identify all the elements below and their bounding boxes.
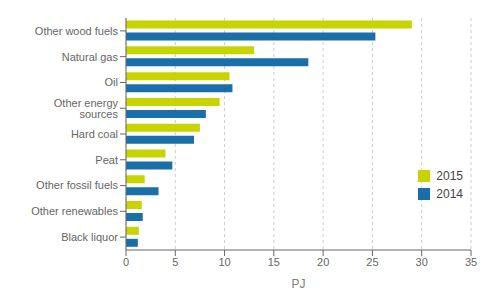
svg-text:PJ: PJ	[291, 277, 305, 291]
svg-text:35: 35	[465, 256, 477, 268]
svg-text:10: 10	[218, 256, 230, 268]
svg-text:15: 15	[268, 256, 280, 268]
svg-text:Other wood fuels: Other wood fuels	[35, 25, 119, 37]
svg-text:Peat: Peat	[95, 154, 118, 166]
svg-text:Natural gas: Natural gas	[62, 51, 119, 63]
svg-text:0: 0	[123, 256, 129, 268]
svg-text:25: 25	[366, 256, 378, 268]
svg-text:Black liquor: Black liquor	[61, 231, 118, 243]
svg-text:5: 5	[172, 256, 178, 268]
svg-text:20: 20	[317, 256, 329, 268]
svg-text:30: 30	[416, 256, 428, 268]
svg-text:Other energysources: Other energysources	[54, 97, 119, 120]
html-text:2014: 2014	[436, 187, 463, 201]
svg-text:Other renewables: Other renewables	[31, 205, 118, 217]
html-text:2015: 2015	[436, 169, 463, 183]
svg-text:Other fossil fuels: Other fossil fuels	[36, 179, 118, 191]
svg-text:Hard coal: Hard coal	[71, 128, 118, 140]
svg-text:Oil: Oil	[105, 76, 118, 88]
